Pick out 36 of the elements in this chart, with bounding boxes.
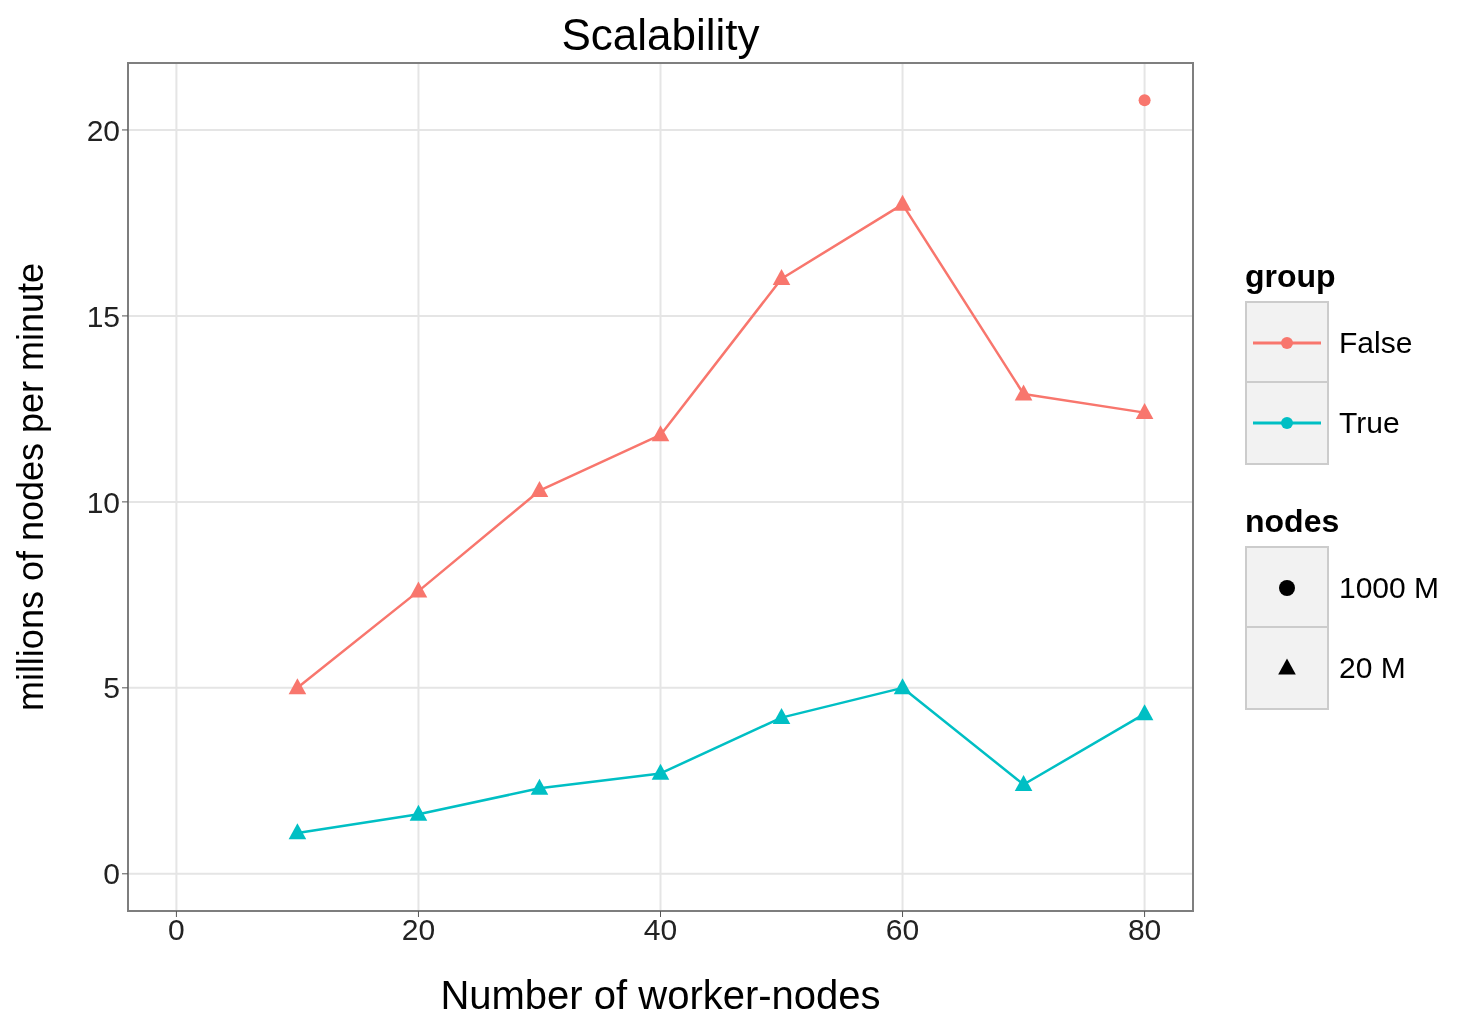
text: nodes bbox=[1245, 503, 1341, 540]
y-axis-title: millions of nodes per minute bbox=[9, 262, 51, 712]
y-tick-label: 20 bbox=[86, 113, 120, 147]
point bbox=[1138, 94, 1151, 107]
x-tick-label: 40 bbox=[643, 913, 678, 947]
x-tick-label: 60 bbox=[885, 913, 920, 947]
point bbox=[651, 763, 670, 780]
point bbox=[288, 678, 307, 695]
point bbox=[1135, 403, 1154, 420]
x-tick-label: 0 bbox=[168, 913, 185, 947]
point bbox=[1135, 704, 1154, 721]
point bbox=[651, 425, 670, 442]
point bbox=[288, 823, 307, 840]
text: 20 M bbox=[1339, 651, 1406, 685]
legend-title: group bbox=[1245, 258, 1337, 295]
point bbox=[772, 269, 791, 286]
legend-label: True bbox=[1339, 406, 1400, 440]
y-tick-label: 0 bbox=[103, 857, 120, 891]
point bbox=[772, 708, 791, 724]
point bbox=[893, 194, 912, 211]
x-tick-label: 80 bbox=[1127, 913, 1162, 947]
text: 1000 M bbox=[1339, 571, 1439, 605]
x-tick-label: 20 bbox=[401, 913, 436, 947]
x-axis-title: Number of worker-nodes bbox=[440, 973, 881, 1017]
point bbox=[409, 804, 428, 821]
point bbox=[893, 678, 912, 695]
y-tick-label: 15 bbox=[86, 299, 120, 333]
point bbox=[409, 581, 428, 598]
legend-label: False bbox=[1339, 326, 1413, 360]
point bbox=[1014, 384, 1033, 401]
y-tick-label: 5 bbox=[103, 671, 120, 705]
point bbox=[530, 481, 549, 498]
chart-title: Scalability bbox=[560, 10, 761, 60]
point bbox=[530, 778, 549, 795]
point bbox=[1014, 774, 1033, 791]
y-tick-label: 10 bbox=[86, 485, 120, 519]
